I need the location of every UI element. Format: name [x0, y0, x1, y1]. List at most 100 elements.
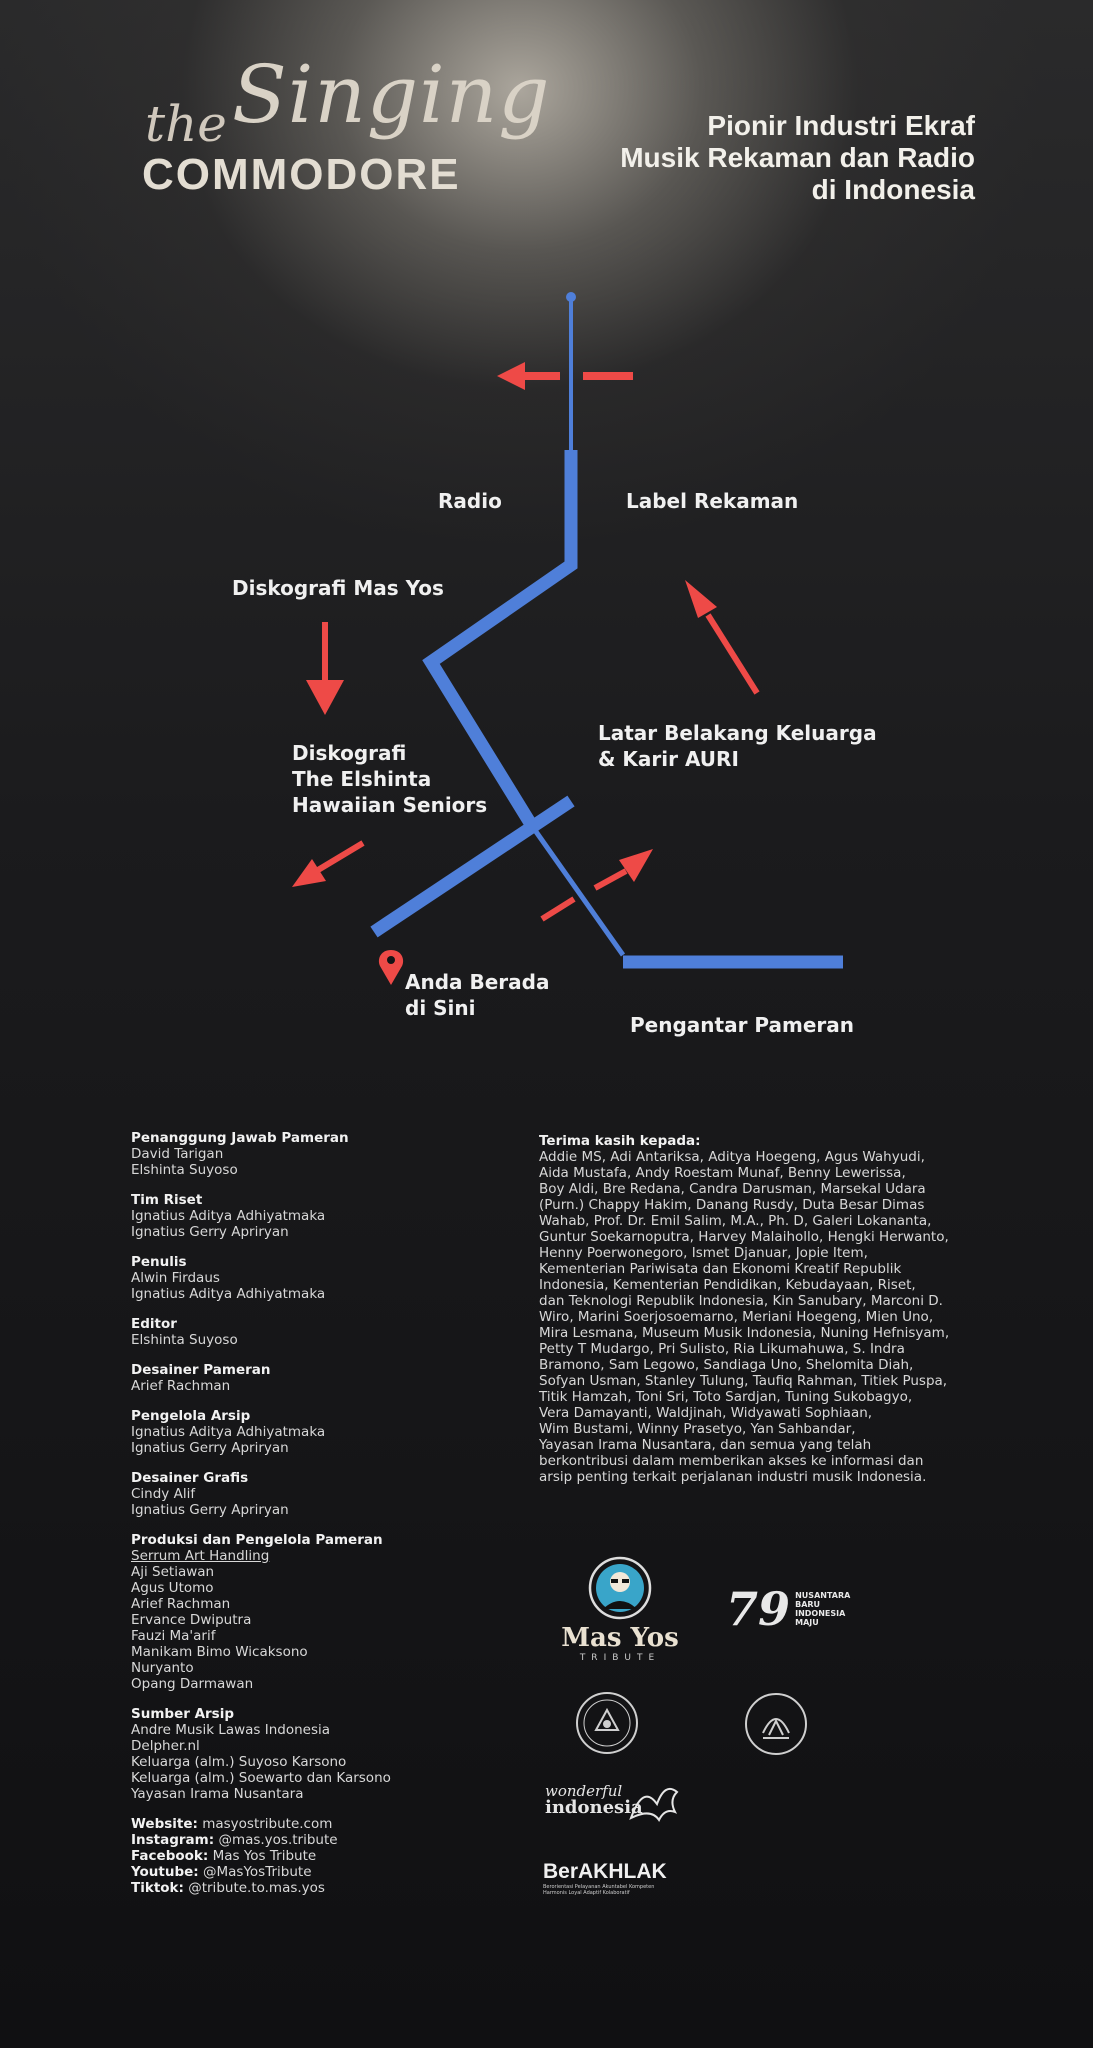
ri79-logo: 79 NUSANTARA BARU INDONESIA MAJU: [726, 1582, 866, 1636]
berakhlak-tag-line: Harmonis Loyal Adaptif Kolaboratif: [543, 1890, 630, 1896]
arrow-up-right-latar: [540, 849, 653, 922]
credit-name: Nuryanto: [131, 1660, 194, 1676]
credit-name: Delpher.nl: [131, 1738, 200, 1754]
subtitle-line: Pionir Industri Ekraf: [707, 110, 975, 141]
map-label-you-are-here: Anda Berada di Sini: [405, 969, 549, 1021]
route-thin-segment: [529, 824, 626, 957]
credit-section: Desainer Grafis Cindy Alif Ignatius Gerr…: [131, 1470, 461, 1518]
credit-name: Keluarga (alm.) Soewarto dan Karsono: [131, 1770, 391, 1786]
route-cross-bar: [370, 795, 575, 938]
contact-label: Tiktok:: [131, 1880, 184, 1896]
arrow-down-left-elshinta: [292, 840, 365, 887]
thanks-line: Wiro, Marini Soerjosoemarno, Meriani Hoe…: [539, 1309, 934, 1325]
exhibition-map: [292, 292, 843, 985]
thanks-line: Guntur Soekarnoputra, Harvey Malaihollo,…: [539, 1229, 949, 1245]
ri79-text: NUSANTARA BARU INDONESIA MAJU: [795, 1591, 850, 1627]
route-lines: [370, 292, 843, 969]
credit-section: Pengelola Arsip Ignatius Aditya Adhiyatm…: [131, 1408, 461, 1456]
contact-website: Website: masyostribute.com: [131, 1816, 461, 1832]
subtitle-line: di Indonesia: [811, 174, 975, 205]
credit-name: Opang Darmawan: [131, 1676, 254, 1692]
ri79-line: BARU: [795, 1600, 821, 1609]
map-label-line: Anda Berada: [405, 970, 550, 994]
contact-list: Website: masyostribute.com Instagram: @m…: [131, 1816, 461, 1896]
wonderful-indonesia-logo: wonderful indonesia: [545, 1782, 695, 1822]
credit-heading: Pengelola Arsip: [131, 1408, 251, 1424]
map-label-line: Hawaiian Seniors: [292, 793, 488, 817]
credit-name: Ignatius Gerry Apriryan: [131, 1224, 289, 1240]
credit-name: Ignatius Gerry Apriryan: [131, 1502, 289, 1518]
credit-heading: Desainer Grafis: [131, 1470, 249, 1486]
map-label-line: Latar Belakang Keluarga: [598, 721, 877, 745]
thanks-line: Wim Bustami, Winny Prasetyo, Yan Sahband…: [539, 1421, 856, 1437]
thanks-line: berkontribusi dalam memberikan akses ke …: [539, 1453, 924, 1469]
map-label-line: & Karir AURI: [598, 747, 739, 771]
direction-arrows: [292, 362, 760, 985]
credit-section: Penulis Alwin Firdaus Ignatius Aditya Ad…: [131, 1254, 461, 1302]
berakhlak-logo: BerAKHLAK Berorientasi Pelayanan Akuntab…: [543, 1860, 693, 1896]
credit-name: Alwin Firdaus: [131, 1270, 220, 1286]
antenna-tip: [566, 292, 576, 302]
thanks-heading: Terima kasih kepada:: [539, 1133, 701, 1149]
masyos-name: Mas Yos: [561, 1623, 679, 1653]
masyos-sub: TRIBUTE: [579, 1653, 661, 1663]
contact-facebook: Facebook: Mas Yos Tribute: [131, 1848, 461, 1864]
contact-instagram: Instagram: @mas.yos.tribute: [131, 1832, 461, 1848]
credit-name: Fauzi Ma'arif: [131, 1628, 216, 1644]
credits-column: Penanggung Jawab Pameran David Tarigan E…: [131, 1130, 461, 1910]
arrow-down-diskografi: [306, 622, 344, 715]
contact-value: Mas Yos Tribute: [212, 1848, 317, 1864]
credit-name: Andre Musik Lawas Indonesia: [131, 1722, 331, 1738]
credit-section: Sumber Arsip Andre Musik Lawas Indonesia…: [131, 1706, 461, 1802]
map-label-diskografi-elshinta: Diskografi The Elshinta Hawaiian Seniors: [292, 740, 487, 818]
main-route: [422, 450, 578, 830]
credit-name: Arief Rachman: [131, 1378, 231, 1394]
thanks-line: Petty T Mudargo, Pri Sulisto, Ria Likuma…: [539, 1341, 905, 1357]
credit-name: Arief Rachman: [131, 1596, 231, 1612]
thanks-line: Aida Mustafa, Andy Roestam Munaf, Benny …: [539, 1165, 906, 1181]
credit-name: Manikam Bimo Wicaksono: [131, 1644, 308, 1660]
credit-name: Keluarga (alm.) Suyoso Karsono: [131, 1754, 347, 1770]
contact-value: masyostribute.com: [202, 1816, 333, 1832]
map-label-diskografi-mas-yos: Diskografi Mas Yos: [232, 576, 444, 600]
credit-name: Ignatius Aditya Adhiyatmaka: [131, 1424, 326, 1440]
contact-label: Website:: [131, 1816, 198, 1832]
credit-section: Produksi dan Pengelola Pameran Serrum Ar…: [131, 1532, 461, 1692]
title-the: the: [145, 95, 227, 153]
credit-name: Yayasan Irama Nusantara: [131, 1786, 304, 1802]
berakhlak-tagline: Berorientasi Pelayanan Akuntabel Kompete…: [543, 1884, 693, 1896]
title-commodore: COMMODORE: [142, 150, 461, 199]
thanks-line: Bramono, Sam Legowo, Sandiaga Uno, Shelo…: [539, 1357, 914, 1373]
credit-section: Editor Elshinta Suyoso: [131, 1316, 461, 1348]
contact-value: @mas.yos.tribute: [218, 1832, 338, 1848]
map-label-latar-belakang: Latar Belakang Keluarga & Karir AURI: [598, 720, 877, 772]
map-label-line: di Sini: [405, 996, 476, 1020]
ri79-line: NUSANTARA: [795, 1591, 851, 1600]
thanks-line: Titik Hamzah, Toni Sri, Toto Sardjan, Tu…: [539, 1389, 913, 1405]
credit-heading: Penanggung Jawab Pameran: [131, 1130, 349, 1146]
berakhlak-name: BerAKHLAK: [543, 1860, 667, 1883]
arrow-left-top: [497, 362, 633, 390]
thanks-line: Henny Poerwonegoro, Ismet Djanuar, Jopie…: [539, 1245, 868, 1261]
thanks-line: Kementerian Pariwisata dan Ekonomi Kreat…: [539, 1261, 902, 1277]
thanks-body: Addie MS, Adi Antariksa, Aditya Hoegeng,…: [539, 1149, 959, 1485]
exhibition-subtitle: Pionir Industri Ekraf Musik Rekaman dan …: [620, 110, 975, 206]
contact-value: @MasYosTribute: [203, 1864, 312, 1880]
credit-name: Cindy Alif: [131, 1486, 196, 1502]
thanks-line: Yayasan Irama Nusantara, dan semua yang …: [539, 1437, 872, 1453]
map-label-line: The Elshinta: [292, 767, 432, 791]
thanks-line: Mira Lesmana, Museum Musik Indonesia, Nu…: [539, 1325, 950, 1341]
thanks-line: Boy Aldi, Bre Redana, Candra Darusman, M…: [539, 1181, 926, 1197]
credit-name: Elshinta Suyoso: [131, 1162, 238, 1178]
garuda-swirl-icon: [629, 1788, 679, 1822]
ri79-line: MAJU: [795, 1618, 819, 1627]
credit-name: David Tarigan: [131, 1146, 224, 1162]
credit-name: Ignatius Aditya Adhiyatmaka: [131, 1286, 326, 1302]
thanks-line: (Purn.) Chappy Hakim, Danang Rusdy, Duta…: [539, 1197, 925, 1213]
credit-name: Agus Utomo: [131, 1580, 214, 1596]
credit-name: Elshinta Suyoso: [131, 1332, 238, 1348]
credit-heading: Tim Riset: [131, 1192, 203, 1208]
credit-name: Serrum Art Handling: [131, 1548, 270, 1564]
credit-section: Penanggung Jawab Pameran David Tarigan E…: [131, 1130, 461, 1178]
contact-label: Facebook:: [131, 1848, 209, 1864]
